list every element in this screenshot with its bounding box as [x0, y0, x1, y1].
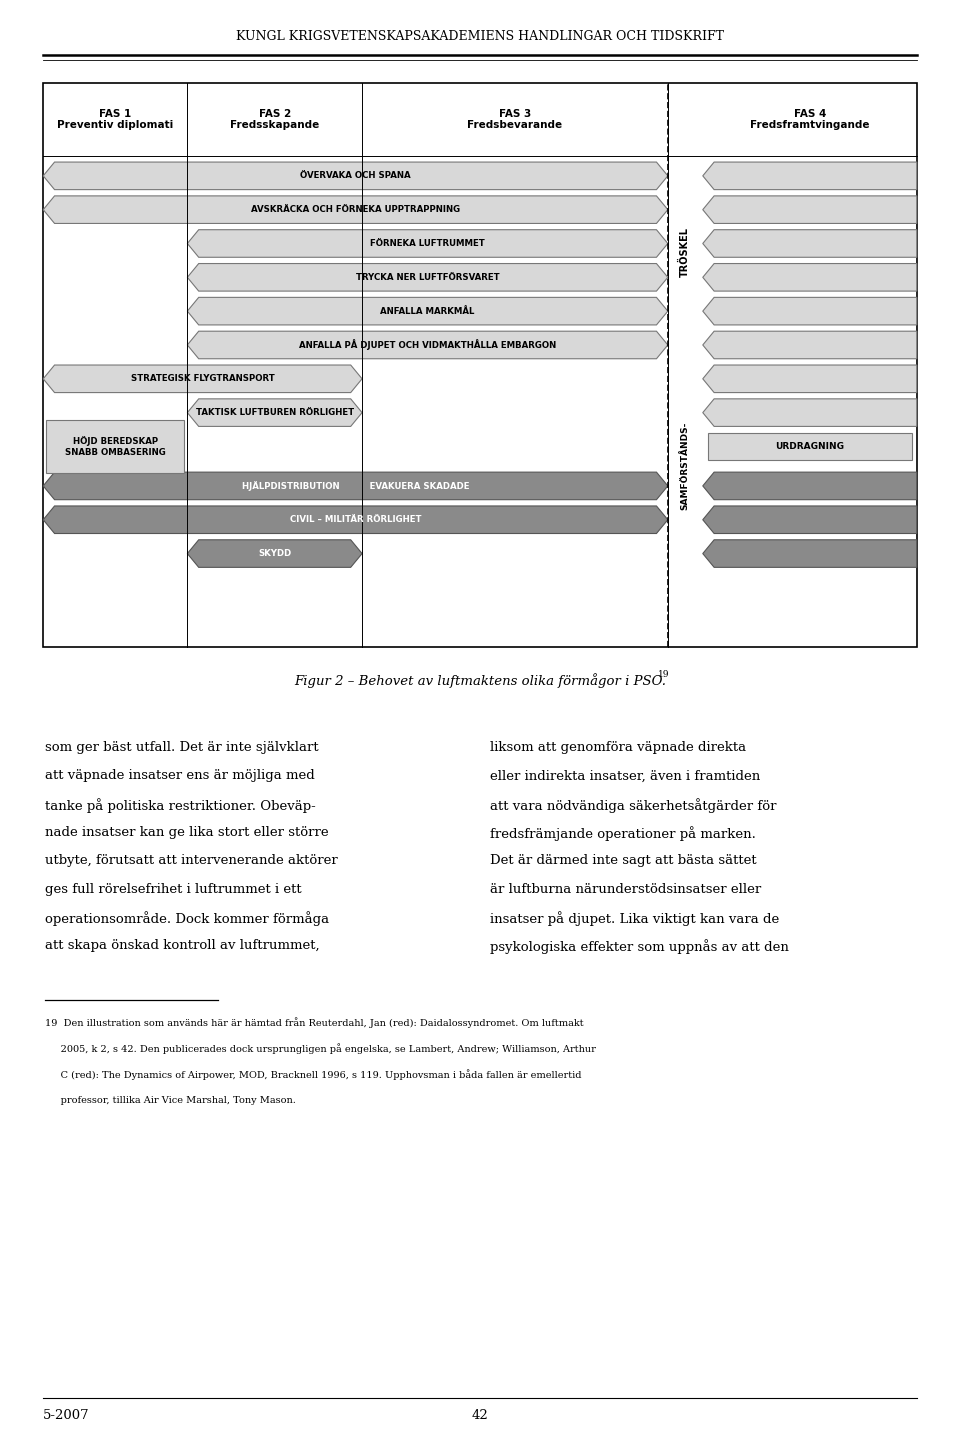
- Polygon shape: [43, 365, 362, 392]
- Text: 5-2007: 5-2007: [43, 1409, 90, 1422]
- Text: TRÖSKEL: TRÖSKEL: [681, 227, 690, 278]
- Text: AVSKRÄCKA OCH FÖRNEKA UPPTRAPPNING: AVSKRÄCKA OCH FÖRNEKA UPPTRAPPNING: [251, 205, 460, 214]
- Text: C (red): The Dynamics of Airpower, MOD, Bracknell 1996, s 119. Upphovsman i båda: C (red): The Dynamics of Airpower, MOD, …: [45, 1069, 582, 1080]
- Text: Figur 2 – Behovet av luftmaktens olika förmågor i PSO.: Figur 2 – Behovet av luftmaktens olika f…: [294, 673, 666, 687]
- Text: ANFALLA MARKMÅL: ANFALLA MARKMÅL: [380, 307, 475, 315]
- Text: ÖVERVAKA OCH SPANA: ÖVERVAKA OCH SPANA: [300, 171, 411, 180]
- Text: professor, tillika Air Vice Marshal, Tony Mason.: professor, tillika Air Vice Marshal, Ton…: [45, 1096, 296, 1104]
- Text: nade insatser kan ge lika stort eller större: nade insatser kan ge lika stort eller st…: [45, 825, 328, 838]
- Text: 19  Den illustration som används här är hämtad från Reuterdahl, Jan (red): Daida: 19 Den illustration som används här är h…: [45, 1017, 584, 1027]
- Polygon shape: [187, 398, 362, 426]
- Polygon shape: [703, 365, 917, 392]
- Polygon shape: [187, 331, 668, 359]
- Text: är luftburna närunderstödsinsatser eller: är luftburna närunderstödsinsatser eller: [490, 883, 761, 895]
- Text: FAS 3
Fredsbevarande: FAS 3 Fredsbevarande: [468, 109, 563, 131]
- Text: FAS 1
Preventiv diplomati: FAS 1 Preventiv diplomati: [58, 109, 174, 131]
- Text: FAS 4
Fredsframtvingande: FAS 4 Fredsframtvingande: [750, 109, 870, 131]
- Polygon shape: [187, 230, 668, 257]
- Polygon shape: [43, 196, 668, 224]
- Text: HÖJD BEREDSKAP
SNABB OMBASERING: HÖJD BEREDSKAP SNABB OMBASERING: [65, 436, 166, 456]
- Polygon shape: [43, 472, 668, 500]
- Text: STRATEGISK FLYGTRANSPORT: STRATEGISK FLYGTRANSPORT: [131, 375, 275, 384]
- Text: 42: 42: [471, 1409, 489, 1422]
- FancyBboxPatch shape: [46, 420, 184, 472]
- Text: ANFALLA PÅ DJUPET OCH VIDMAKTHÅLLA EMBARGON: ANFALLA PÅ DJUPET OCH VIDMAKTHÅLLA EMBAR…: [299, 340, 556, 350]
- Text: som ger bäst utfall. Det är inte självklart: som ger bäst utfall. Det är inte självkl…: [45, 741, 319, 754]
- Text: 19: 19: [658, 670, 669, 679]
- Text: att skapa önskad kontroll av luftrummet,: att skapa önskad kontroll av luftrummet,: [45, 940, 320, 952]
- Polygon shape: [703, 331, 917, 359]
- FancyBboxPatch shape: [708, 433, 912, 461]
- Text: fredsfrämjande operationer på marken.: fredsfrämjande operationer på marken.: [490, 825, 756, 841]
- Text: KUNGL KRIGSVETENSKAPSAKADEMIENS HANDLINGAR OCH TIDSKRIFT: KUNGL KRIGSVETENSKAPSAKADEMIENS HANDLING…: [236, 31, 724, 42]
- Text: utbyte, förutsatt att intervenerande aktörer: utbyte, förutsatt att intervenerande akt…: [45, 854, 338, 867]
- Bar: [43, 83, 917, 647]
- Text: eller indirekta insatser, även i framtiden: eller indirekta insatser, även i framtid…: [490, 770, 760, 782]
- Text: FAS 2
Fredsskapande: FAS 2 Fredsskapande: [230, 109, 320, 131]
- Text: TRYCKA NER LUFTFÖRSVARET: TRYCKA NER LUFTFÖRSVARET: [356, 273, 499, 282]
- Text: liksom att genomföra väpnade direkta: liksom att genomföra väpnade direkta: [490, 741, 746, 754]
- Text: ges full rörelsefrihet i luftrummet i ett: ges full rörelsefrihet i luftrummet i et…: [45, 883, 301, 895]
- Text: att väpnade insatser ens är möjliga med: att väpnade insatser ens är möjliga med: [45, 770, 315, 782]
- Polygon shape: [43, 163, 668, 190]
- Text: SAMFÖRSTÅNDS-: SAMFÖRSTÅNDS-: [681, 421, 690, 510]
- Text: att vara nödvändiga säkerhetsåtgärder för: att vara nödvändiga säkerhetsåtgärder fö…: [490, 798, 776, 812]
- Polygon shape: [187, 263, 668, 291]
- Polygon shape: [703, 472, 917, 500]
- Polygon shape: [703, 506, 917, 533]
- Polygon shape: [187, 298, 668, 325]
- Polygon shape: [703, 398, 917, 426]
- Text: psykologiska effekter som uppnås av att den: psykologiska effekter som uppnås av att …: [490, 940, 788, 955]
- Polygon shape: [703, 163, 917, 190]
- Polygon shape: [703, 263, 917, 291]
- Polygon shape: [703, 298, 917, 325]
- Text: TAKTISK LUFTBUREN RÖRLIGHET: TAKTISK LUFTBUREN RÖRLIGHET: [196, 408, 354, 417]
- Text: HJÄLPDISTRIBUTION          EVAKUERA SKADADE: HJÄLPDISTRIBUTION EVAKUERA SKADADE: [242, 481, 469, 491]
- Text: insatser på djupet. Lika viktigt kan vara de: insatser på djupet. Lika viktigt kan var…: [490, 911, 779, 926]
- Text: CIVIL – MILITÄR RÖRLIGHET: CIVIL – MILITÄR RÖRLIGHET: [290, 516, 421, 525]
- Text: tanke på politiska restriktioner. Obeväp-: tanke på politiska restriktioner. Obeväp…: [45, 798, 316, 812]
- Text: 2005, k 2, s 42. Den publicerades dock ursprungligen på engelska, se Lambert, An: 2005, k 2, s 42. Den publicerades dock u…: [45, 1043, 596, 1053]
- Polygon shape: [43, 506, 668, 533]
- Polygon shape: [187, 539, 362, 567]
- Polygon shape: [703, 230, 917, 257]
- Polygon shape: [703, 196, 917, 224]
- Text: SKYDD: SKYDD: [258, 549, 291, 558]
- Text: operationsområde. Dock kommer förmåga: operationsområde. Dock kommer förmåga: [45, 911, 329, 926]
- Text: Det är därmed inte sagt att bästa sättet: Det är därmed inte sagt att bästa sättet: [490, 854, 756, 867]
- Text: FÖRNEKA LUFTRUMMET: FÖRNEKA LUFTRUMMET: [371, 238, 485, 248]
- Text: URDRAGNING: URDRAGNING: [776, 442, 844, 450]
- Polygon shape: [703, 539, 917, 567]
